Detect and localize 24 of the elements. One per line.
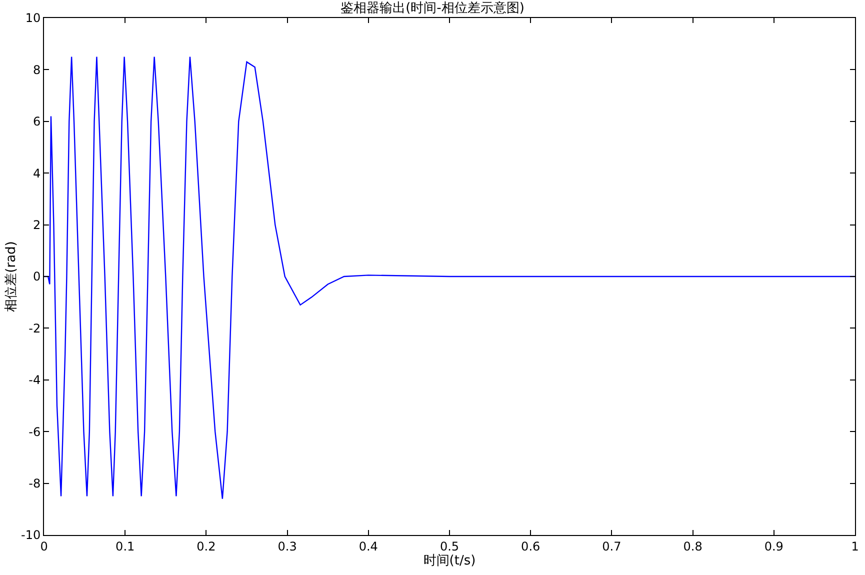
y-tick-label: 4 [32, 166, 41, 180]
y-tick-label: 8 [32, 62, 41, 77]
x-tick-label: 1 [851, 539, 859, 554]
x-tick-label: 0.6 [521, 539, 540, 554]
x-tick-label: 0.9 [764, 539, 784, 554]
y-tick-label: 10 [25, 11, 41, 26]
y-tick-label: -10 [20, 528, 41, 542]
y-tick-label: -6 [28, 424, 41, 439]
y-tick-label: -8 [28, 476, 41, 490]
x-tick-label: 0.2 [196, 539, 216, 554]
x-tick-label: 0.4 [358, 539, 378, 554]
x-tick-label: 0.8 [683, 539, 702, 554]
x-tick-label: 0.1 [116, 539, 135, 554]
x-tick-label: 0.3 [278, 539, 297, 554]
y-tick-label: -4 [28, 373, 41, 388]
x-tick-label: 0.5 [440, 539, 460, 554]
y-axis-title: 相位差(rad) [4, 241, 19, 312]
x-axis-title: 时间(t/s) [423, 553, 476, 568]
y-tick-label: -2 [28, 321, 41, 336]
chart-title: 鉴相器输出(时间-相位差示意图) [340, 0, 524, 16]
x-tick-label: 0.7 [602, 539, 622, 554]
y-tick-label: 2 [32, 218, 41, 232]
y-tick-label: 0 [32, 270, 41, 284]
y-tick-label: 6 [32, 114, 41, 129]
